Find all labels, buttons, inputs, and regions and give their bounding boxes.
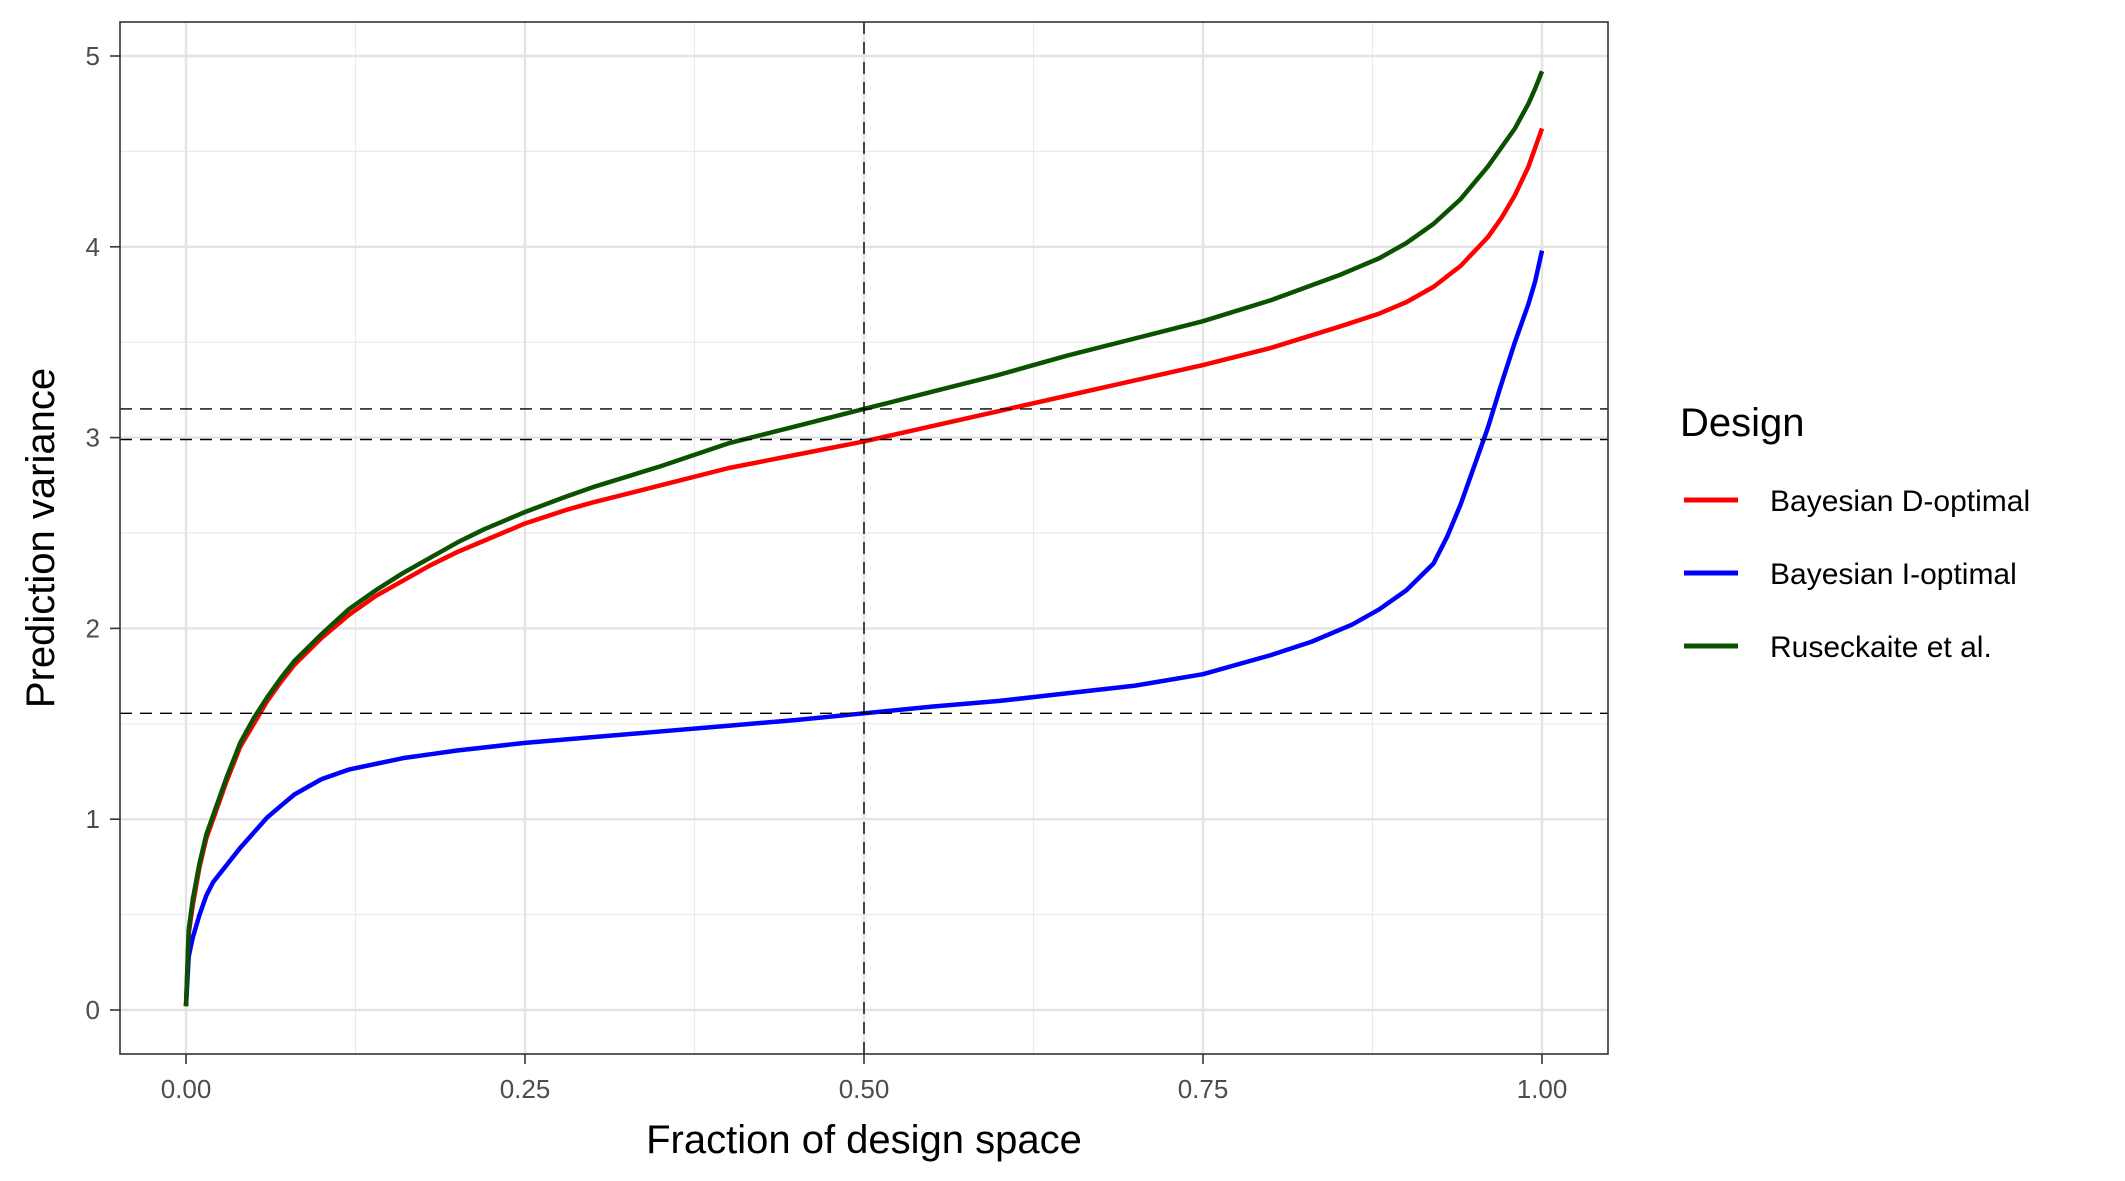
y-tick-label: 1 [86, 804, 100, 834]
y-tick-label: 4 [86, 232, 100, 262]
series-line-2 [183, 250, 1545, 1007]
reference-lines [120, 22, 1608, 1054]
y-tick-label: 3 [86, 423, 100, 453]
legend-title: Design [1680, 401, 1805, 445]
x-tick-label: 0.75 [1178, 1074, 1229, 1104]
y-axis: 0 1 2 3 4 5 [86, 41, 120, 1025]
legend-label: Bayesian I-optimal [1770, 558, 2017, 591]
plot-panel [119, 21, 1609, 1055]
y-tick-label: 5 [86, 41, 100, 71]
legend-label: Bayesian D-optimal [1770, 485, 2030, 518]
series-line-3 [183, 70, 1545, 1007]
legend-items: Bayesian D-optimal Bayesian I-optimal Ruse… [1684, 485, 2030, 664]
legend: Design Bayesian D-optimal Bayesian I-opti… [1680, 401, 2030, 664]
x-tick-label: 0.25 [500, 1074, 551, 1104]
x-axis-title: Fraction of design space [646, 1118, 1082, 1162]
x-tick-label: 0.00 [161, 1074, 212, 1104]
x-tick-label: 1.00 [1517, 1074, 1568, 1104]
y-tick-label: 2 [86, 613, 100, 643]
y-tick-label: 0 [86, 995, 100, 1025]
y-axis-title: Prediction variance [19, 368, 63, 708]
series-layer [183, 70, 1545, 1007]
x-tick-label: 0.50 [839, 1074, 890, 1104]
legend-label: Ruseckaite et al. [1770, 631, 1992, 664]
x-axis: 0.00 0.25 0.50 0.75 1.00 [161, 1054, 1568, 1104]
